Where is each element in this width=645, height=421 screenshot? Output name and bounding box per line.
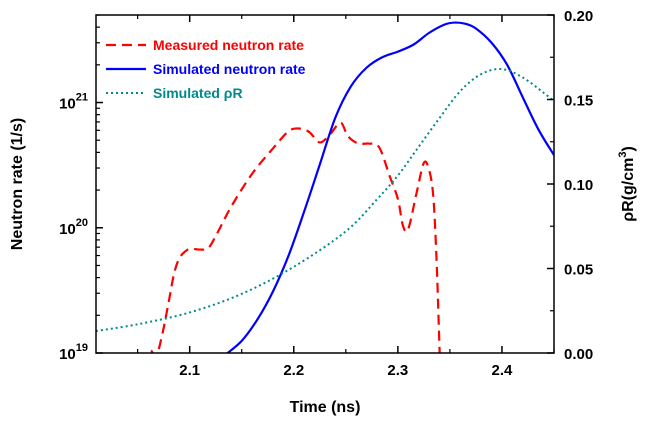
y-right-tick-label: 0.15	[564, 93, 593, 110]
x-tick-label: 2.3	[387, 362, 408, 379]
right-y-axis-title-sup: 3	[617, 152, 629, 158]
y-left-tick-label: 1020	[59, 217, 88, 238]
y-right-tick-label: 0.20	[564, 8, 593, 25]
right-y-axis-title: ρR(g/cm3)	[617, 146, 637, 222]
y-right-tick-label: 0.10	[564, 177, 593, 194]
x-tick-label: 2.4	[492, 362, 514, 379]
legend-label-3: Simulated ρR	[153, 85, 243, 101]
legend-label-1: Measured neutron rate	[153, 37, 304, 53]
right-y-axis-title-close: )	[620, 146, 637, 151]
series-line-2	[225, 21, 554, 353]
y-left-tick-label: 1019	[59, 342, 88, 363]
y-right-tick-label: 0.00	[564, 346, 593, 363]
x-tick-label: 2.2	[283, 362, 304, 379]
y-right-tick-label: 0.05	[564, 262, 593, 279]
x-axis-title: Time (ns)	[290, 399, 361, 416]
x-tick-label: 2.1	[179, 362, 200, 379]
y-left-tick-label: 1021	[59, 92, 88, 113]
series-line-3	[96, 67, 554, 333]
series-line-1	[150, 121, 441, 353]
left-y-axis-title: Neutron rate (1/s)	[9, 118, 26, 250]
right-y-axis-title-main: ρR(g/cm	[620, 158, 637, 222]
legend-label-2: Simulated neutron rate	[153, 61, 306, 77]
